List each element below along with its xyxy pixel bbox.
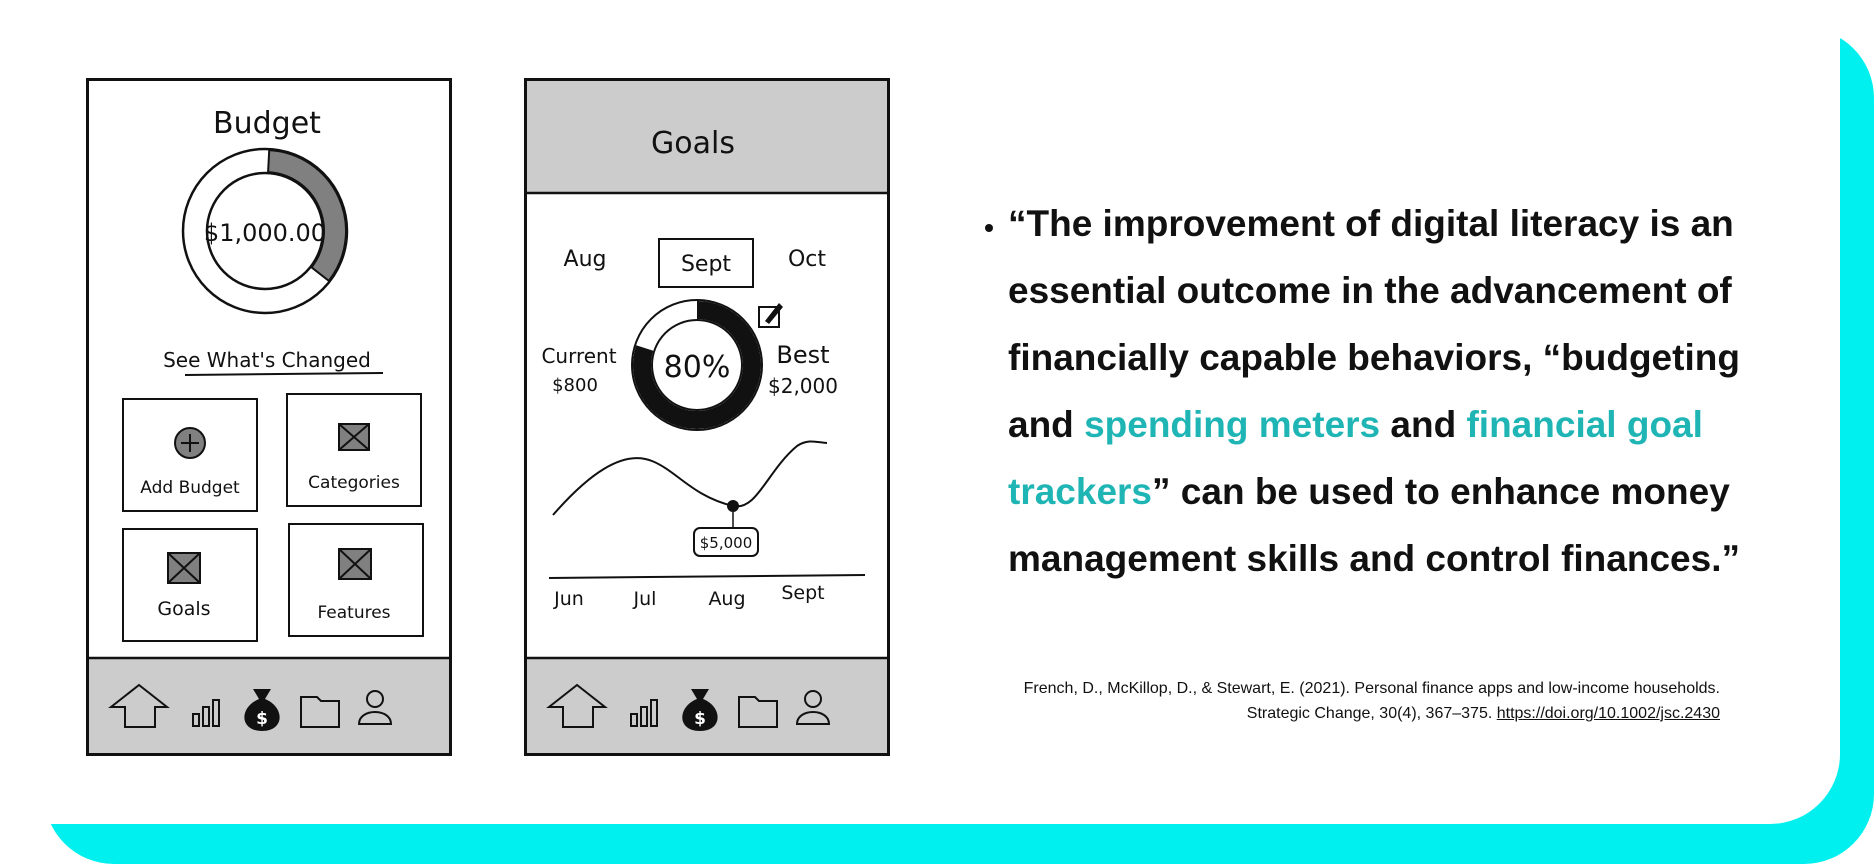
citation-doi-link[interactable]: https://doi.org/10.1002/jsc.2430 <box>1496 705 1720 722</box>
slide-card: Budget $1,000.00 See What's Changed Add … <box>0 0 1840 824</box>
quote-text: and <box>1380 404 1467 445</box>
quote-text: ” can be used to enhance money managemen… <box>1008 471 1740 579</box>
quote-block: “The improvement of digital literacy is … <box>970 190 1770 592</box>
money-bag-icon[interactable]: $ <box>682 689 718 731</box>
tile-categories[interactable]: Categories <box>286 393 422 507</box>
goals-header: Goals <box>527 81 887 195</box>
svg-text:$: $ <box>694 709 706 729</box>
budget-title: Budget <box>213 106 321 141</box>
user-icon[interactable] <box>357 690 393 725</box>
donut-spent-segment <box>267 149 347 283</box>
month-tab-aug[interactable]: Aug <box>564 247 607 272</box>
see-whats-changed-link[interactable]: See What's Changed <box>163 348 384 376</box>
citation-text: French, D., McKillop, D., & Stewart, E. … <box>1023 680 1720 722</box>
image-placeholder-icon <box>338 423 370 451</box>
goals-phone-wireframe: Goals Aug Sept Oct 80% Current $800 Best… <box>524 78 890 756</box>
best-label: Best <box>776 341 829 369</box>
tile-goals[interactable]: Goals <box>122 528 258 642</box>
month-tab-sept[interactable]: Sept <box>658 238 754 288</box>
folder-icon[interactable] <box>738 696 778 728</box>
axis-label: Jun <box>553 588 584 610</box>
best-value: $2,000 <box>768 374 838 398</box>
home-icon[interactable] <box>546 683 608 728</box>
goal-progress-donut: 80% <box>631 299 763 431</box>
svg-text:$: $ <box>256 709 268 729</box>
axis-label: Sept <box>781 582 824 604</box>
image-placeholder-icon <box>338 548 372 580</box>
tile-label: Features <box>317 603 390 623</box>
edit-pencil-icon[interactable] <box>758 303 783 328</box>
user-icon[interactable] <box>795 690 831 725</box>
budget-donut: $1,000.00 <box>181 147 349 315</box>
tile-label: Categories <box>308 473 400 493</box>
axis-label: Aug <box>708 588 745 610</box>
axis-label: Jul <box>633 588 657 610</box>
citation: French, D., McKillop, D., & Stewart, E. … <box>980 676 1720 726</box>
month-tab-oct[interactable]: Oct <box>788 247 826 272</box>
current-value: $800 <box>552 375 598 396</box>
home-icon[interactable] <box>108 683 170 728</box>
month-tab-label: Sept <box>681 252 731 277</box>
bottom-nav: $ <box>527 656 887 753</box>
image-placeholder-icon <box>167 552 201 584</box>
tile-label: Goals <box>157 598 210 620</box>
trend-point[interactable] <box>727 500 739 512</box>
highlight-spending-meters: spending meters <box>1084 404 1381 445</box>
budget-amount: $1,000.00 <box>204 219 326 247</box>
tile-label: Add Budget <box>140 478 240 498</box>
plus-circle-icon <box>174 427 206 459</box>
see-whats-changed-label: See What's Changed <box>163 348 371 372</box>
highlight-goal-trackers: financial goal trackers <box>1008 404 1703 512</box>
goal-percent: 80% <box>664 350 731 385</box>
trend-point-label: $5,000 <box>700 534 753 552</box>
folder-icon[interactable] <box>300 696 340 728</box>
money-bag-icon[interactable]: $ <box>244 689 280 731</box>
quote-text: “The improvement of digital literacy is … <box>1008 203 1740 445</box>
budget-phone-wireframe: Budget $1,000.00 See What's Changed Add … <box>86 78 452 756</box>
goals-title: Goals <box>651 126 735 161</box>
bottom-nav: $ <box>89 656 449 753</box>
quote-bullet: “The improvement of digital literacy is … <box>1008 190 1770 592</box>
tile-features[interactable]: Features <box>288 523 424 637</box>
bar-chart-icon[interactable] <box>192 699 220 727</box>
current-label: Current <box>541 344 616 368</box>
goal-trend-line: $5,000 Jun Jul Aug Sept <box>548 440 866 610</box>
bar-chart-icon[interactable] <box>630 699 658 727</box>
tile-add-budget[interactable]: Add Budget <box>122 398 258 512</box>
